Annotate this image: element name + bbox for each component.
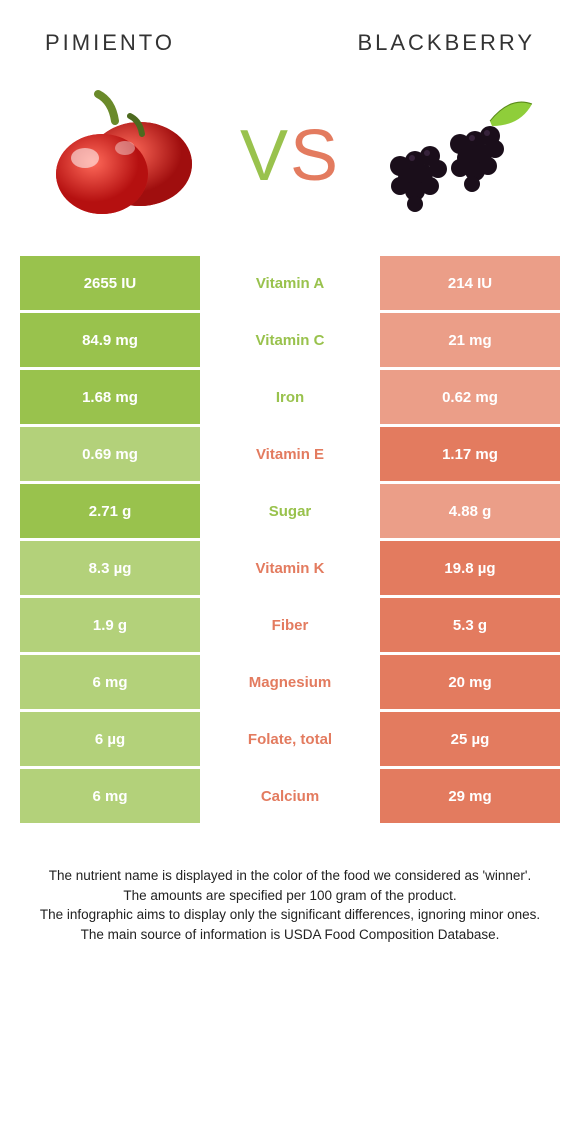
- nutrient-name-cell: Iron: [200, 370, 380, 424]
- table-row: 2655 IUVitamin A214 IU: [20, 256, 560, 310]
- left-food-title: Pimiento: [45, 30, 175, 56]
- images-row: VS: [15, 86, 565, 256]
- table-row: 6 µgFolate, total25 µg: [20, 712, 560, 766]
- left-value-cell: 6 mg: [20, 769, 200, 823]
- left-value-cell: 2.71 g: [20, 484, 200, 538]
- table-row: 8.3 µgVitamin K19.8 µg: [20, 541, 560, 595]
- table-row: 2.71 gSugar4.88 g: [20, 484, 560, 538]
- table-row: 1.68 mgIron0.62 mg: [20, 370, 560, 424]
- footnote-line: The infographic aims to display only the…: [35, 905, 545, 925]
- left-value-cell: 1.68 mg: [20, 370, 200, 424]
- vs-s: S: [290, 116, 340, 196]
- nutrient-name-cell: Folate, total: [200, 712, 380, 766]
- right-value-cell: 214 IU: [380, 256, 560, 310]
- left-value-cell: 6 µg: [20, 712, 200, 766]
- blackberry-icon: [360, 86, 540, 226]
- left-value-cell: 0.69 mg: [20, 427, 200, 481]
- table-row: 6 mgCalcium29 mg: [20, 769, 560, 823]
- nutrient-name-cell: Sugar: [200, 484, 380, 538]
- left-value-cell: 84.9 mg: [20, 313, 200, 367]
- right-value-cell: 4.88 g: [380, 484, 560, 538]
- comparison-table: 2655 IUVitamin A214 IU84.9 mgVitamin C21…: [20, 256, 560, 823]
- right-value-cell: 0.62 mg: [380, 370, 560, 424]
- nutrient-name-cell: Vitamin C: [200, 313, 380, 367]
- nutrient-name-cell: Magnesium: [200, 655, 380, 709]
- footnote-line: The nutrient name is displayed in the co…: [35, 866, 545, 886]
- right-value-cell: 25 µg: [380, 712, 560, 766]
- left-value-cell: 2655 IU: [20, 256, 200, 310]
- left-value-cell: 8.3 µg: [20, 541, 200, 595]
- nutrient-name-cell: Vitamin K: [200, 541, 380, 595]
- right-value-cell: 29 mg: [380, 769, 560, 823]
- nutrient-name-cell: Vitamin E: [200, 427, 380, 481]
- right-value-cell: 5.3 g: [380, 598, 560, 652]
- table-row: 6 mgMagnesium20 mg: [20, 655, 560, 709]
- right-value-cell: 21 mg: [380, 313, 560, 367]
- right-value-cell: 19.8 µg: [380, 541, 560, 595]
- left-value-cell: 1.9 g: [20, 598, 200, 652]
- table-row: 1.9 gFiber5.3 g: [20, 598, 560, 652]
- right-food-title: Blackberry: [357, 30, 535, 56]
- table-row: 84.9 mgVitamin C21 mg: [20, 313, 560, 367]
- nutrient-name-cell: Fiber: [200, 598, 380, 652]
- pimiento-icon: [40, 86, 220, 226]
- right-value-cell: 1.17 mg: [380, 427, 560, 481]
- nutrient-name-cell: Vitamin A: [200, 256, 380, 310]
- nutrient-name-cell: Calcium: [200, 769, 380, 823]
- footnotes: The nutrient name is displayed in the co…: [15, 826, 565, 944]
- footnote-line: The main source of information is USDA F…: [35, 925, 545, 945]
- vs-label: VS: [220, 86, 360, 226]
- header: Pimiento Blackberry: [15, 20, 565, 86]
- footnote-line: The amounts are specified per 100 gram o…: [35, 886, 545, 906]
- table-row: 0.69 mgVitamin E1.17 mg: [20, 427, 560, 481]
- vs-v: V: [240, 116, 290, 196]
- right-value-cell: 20 mg: [380, 655, 560, 709]
- left-value-cell: 6 mg: [20, 655, 200, 709]
